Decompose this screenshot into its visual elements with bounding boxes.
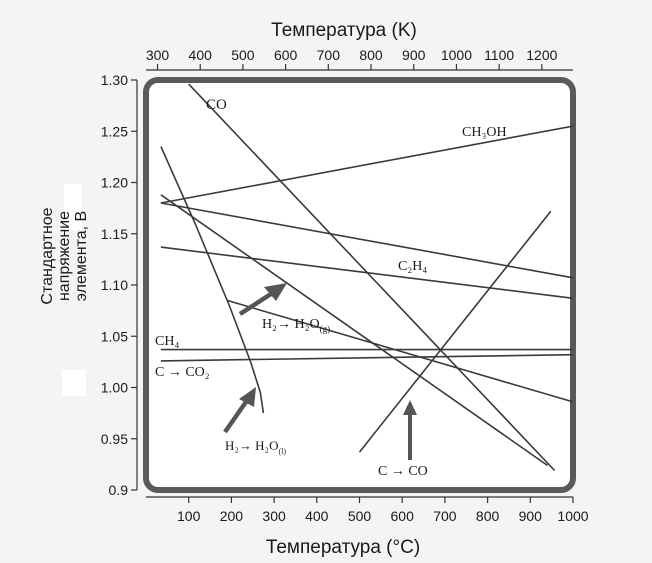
x-tick-label: 300 [262,508,286,524]
series-line-0 [188,83,556,472]
x-tick-label: 700 [433,508,457,524]
top-axis-title: Температура (K) [271,20,417,41]
y-tick-label: 1.10 [101,277,128,293]
top-tick-label: 700 [317,47,341,63]
label-c2h4: C₂H₄ [398,259,427,274]
label-h2-liquid-main: H₂→ H₂O [225,438,278,453]
series-line-9 [226,299,574,403]
y-tick-label: 0.9 [109,482,129,498]
series-line-2 [160,246,574,300]
top-tick-label: 1100 [484,47,514,63]
series-line-8 [160,202,574,279]
top-tick-label: 300 [146,47,170,63]
arrow-h2-liquid [223,387,256,434]
arrow-h2-gas [238,283,287,316]
series-line-3 [160,194,548,467]
top-tick-label: 400 [189,47,213,63]
label-c-co: C → CO [378,464,428,479]
label-h2-liquid: H₂→ H₂O(l) [225,438,286,456]
arrow-c-co [403,400,417,460]
label-h2-gas: H₂→ H₂O(g) [262,317,330,334]
label-c-co2: C → CO₂ [155,365,210,380]
x-tick-label: 100 [177,508,201,524]
x-tick-label: 200 [220,508,244,524]
series-line-1 [160,125,574,204]
x-tick-label: 400 [305,508,329,524]
top-tick-label: 1200 [526,47,557,63]
y-tick-label: 1.15 [101,226,128,242]
top-tick-label: 600 [274,47,298,63]
axis-layer: 0.9 0.95 1.00 1.05 1.10 1.15 1.20 1.25 1.30 100 20… [101,47,589,524]
label-co: CO [206,97,227,113]
label-h2-gas-sub: (g) [320,324,331,334]
x-tick-label: 500 [348,508,372,524]
white-patch-lower [62,370,86,396]
label-ch3oh: CH₃OH [462,125,507,140]
series-line-5 [160,353,574,362]
label-h2-gas-main: H₂→ H₂O [262,317,320,332]
top-tick-label: 800 [359,47,383,63]
y-axis-title-line3: элемента, В [73,211,90,301]
y-tick-label: 1.25 [101,123,128,139]
series-line-7 [160,146,265,414]
y-tick-label: 1.20 [101,175,128,191]
y-axis-title-line1: Стандартное [39,207,56,304]
label-ch4: CH₄ [155,334,179,349]
x-axis-title: Температура (°C) [266,537,420,558]
y-tick-label: 0.95 [101,431,128,447]
x-tick-label: 1000 [557,508,588,524]
white-patch-center [363,181,516,258]
y-tick-label: 1.30 [101,72,128,88]
label-h2-liquid-sub: (l) [278,447,286,456]
plot-frame [143,77,576,493]
series-line-6 [358,210,552,453]
top-tick-label: 1000 [441,47,472,63]
y-axis-title-line2: напряжение [56,211,73,301]
x-tick-label: 900 [519,508,543,524]
series-layer [160,83,574,472]
y-tick-label: 1.05 [101,328,128,344]
x-tick-label: 600 [391,508,415,524]
x-tick-label: 800 [476,508,500,524]
top-tick-label: 500 [231,47,255,63]
white-patch-left [64,184,82,230]
y-tick-label: 1.00 [101,380,128,396]
top-tick-label: 900 [402,47,426,63]
